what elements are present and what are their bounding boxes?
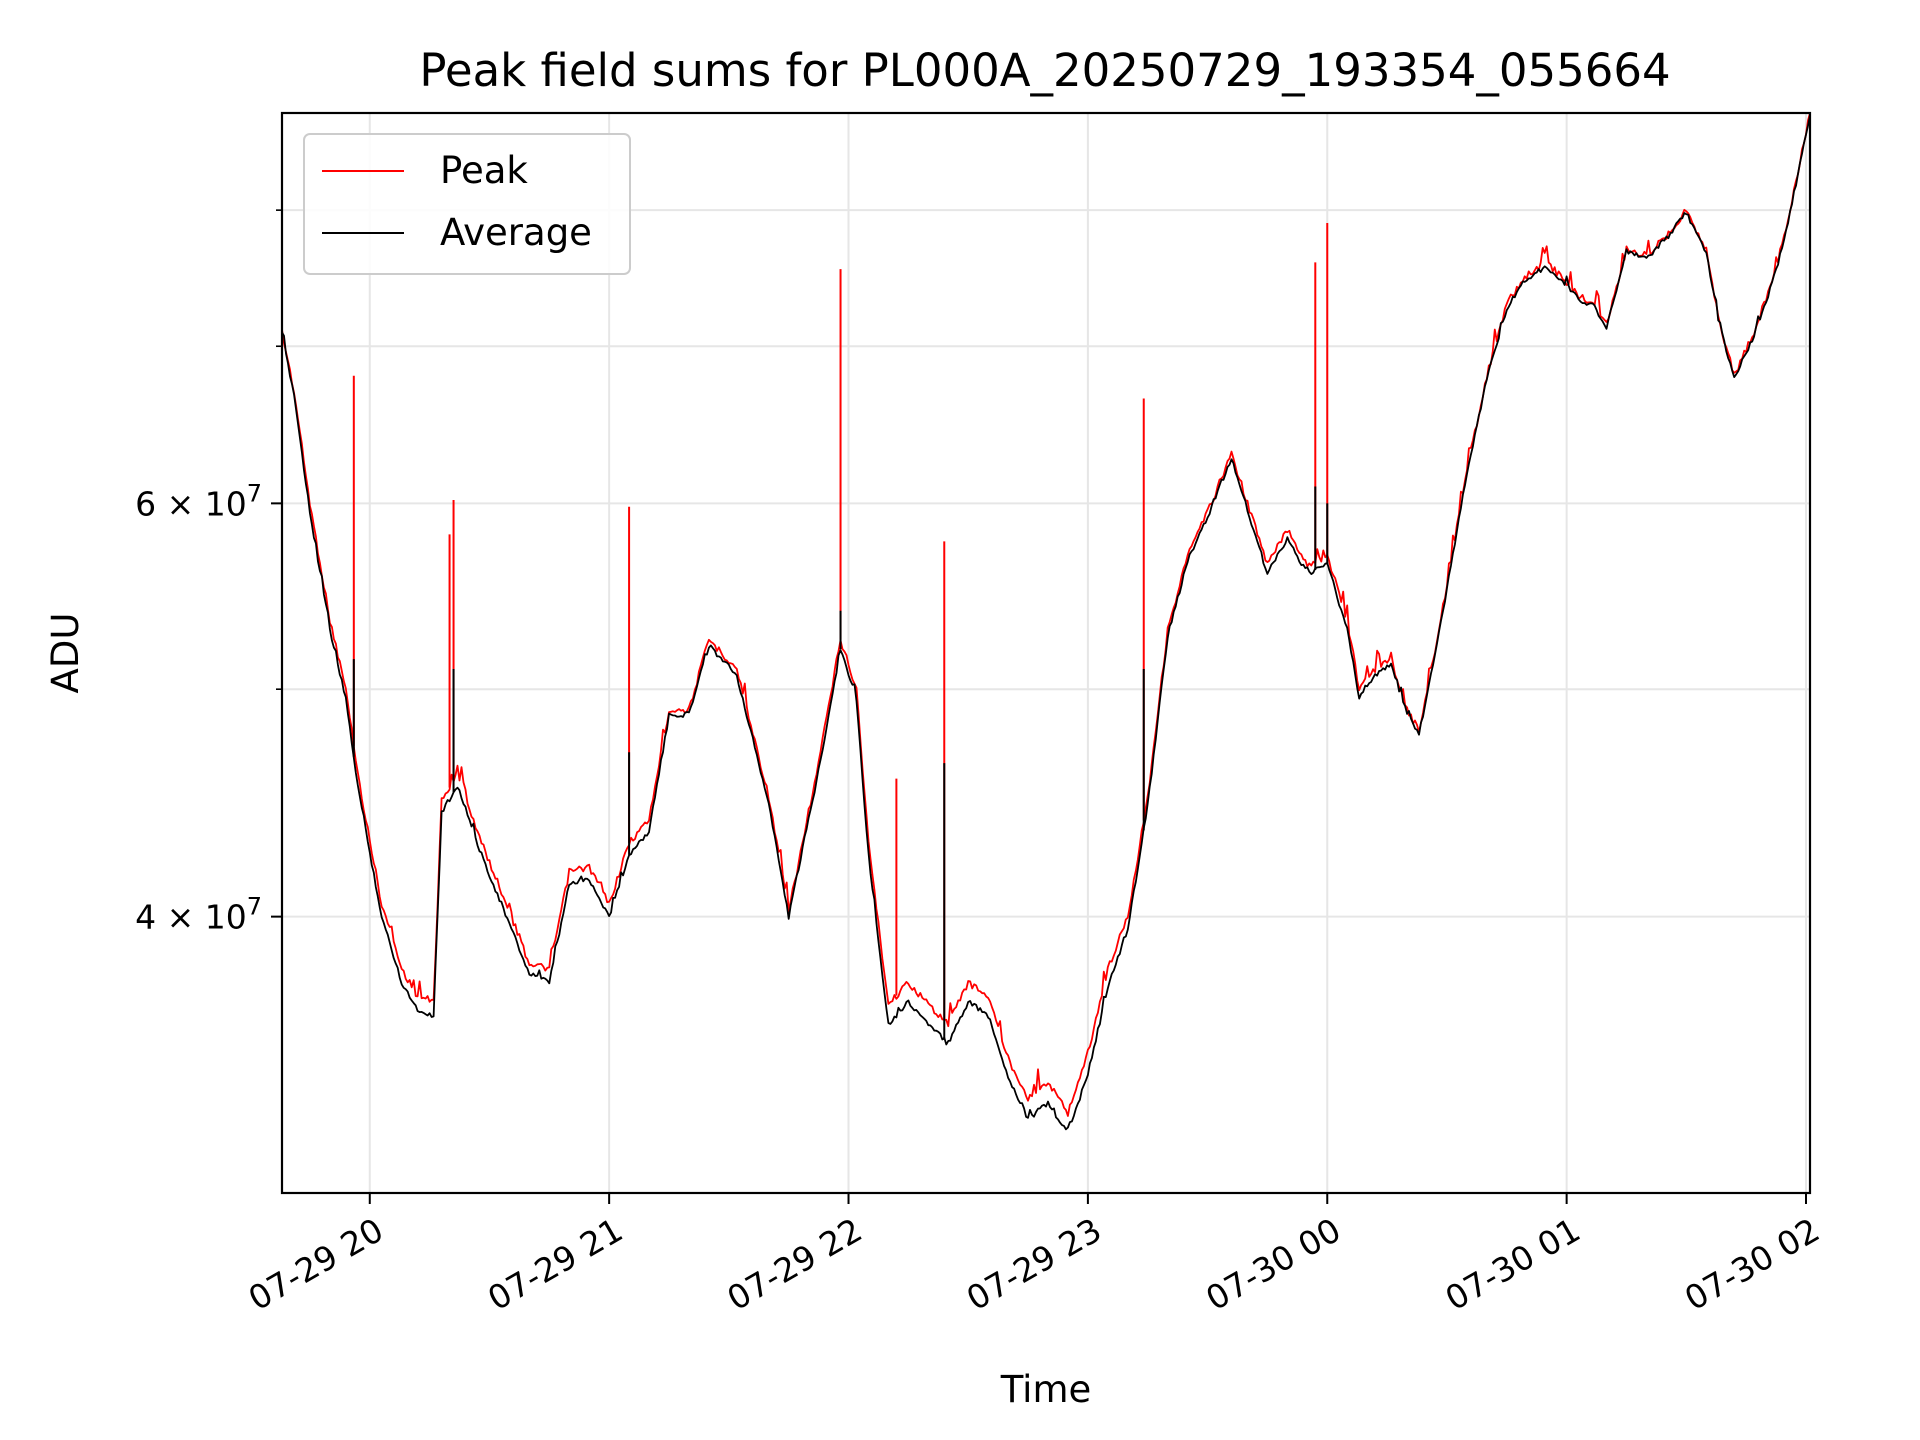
chart-title: Peak field sums for PL000A_20250729_1933… [419,44,1670,97]
legend: Peak Average [303,133,631,275]
series-peak [282,113,1810,1117]
x-axis-label: Time [1000,1368,1092,1411]
legend-peak-label: Peak [440,149,528,192]
axes-frame [280,111,1812,1195]
y-axis-ticks: 4 × 107 6 × 107 [135,209,282,937]
y-axis-label: ADU [44,613,87,694]
series-line-peak [282,113,1810,1117]
y-tick-label: 6 × 107 [135,479,262,523]
legend-frame [303,133,631,275]
series-average [282,115,1810,1131]
series-line-average [282,115,1810,1131]
y-tick-label: 4 × 107 [135,893,262,937]
legend-average-label: Average [440,211,592,254]
plot-area [282,113,1810,1131]
